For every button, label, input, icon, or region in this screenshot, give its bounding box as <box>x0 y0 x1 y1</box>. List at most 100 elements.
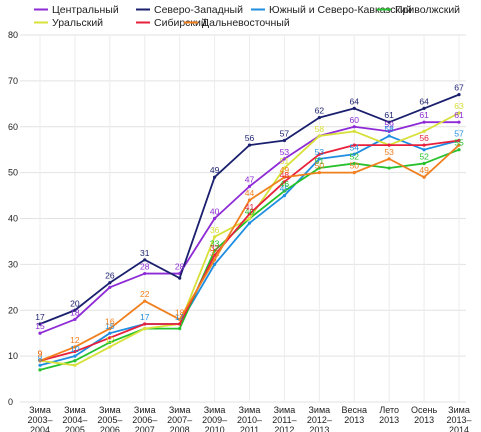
data-point <box>108 340 112 344</box>
x-tick-label: Зима 2013– 2014 <box>446 405 471 432</box>
data-point <box>387 157 391 161</box>
legend-item: Северо-Западный <box>136 4 243 16</box>
data-point <box>247 221 252 225</box>
data-point <box>38 359 42 363</box>
data-point <box>457 143 461 147</box>
data-point <box>73 349 77 354</box>
y-tick-label: 0 <box>8 397 13 407</box>
data-point <box>317 115 321 120</box>
data-label: 17 <box>35 312 45 322</box>
data-point <box>178 276 182 280</box>
legend-item: Сибирский <box>136 17 207 29</box>
data-label: 9 <box>38 349 43 359</box>
data-point <box>352 152 356 156</box>
y-tick-label: 40 <box>8 214 18 224</box>
data-point <box>422 175 426 179</box>
data-label: 57 <box>280 129 290 139</box>
data-point <box>317 157 321 161</box>
data-point <box>422 148 426 152</box>
data-point <box>282 175 287 179</box>
x-tick-label: Лето 2013 <box>379 405 399 425</box>
y-tick-label: 10 <box>8 351 18 361</box>
data-point <box>422 120 426 124</box>
data-point <box>422 161 426 166</box>
legend-label: Центральный <box>52 4 119 16</box>
data-point <box>247 216 252 221</box>
y-tick-label: 60 <box>8 122 18 132</box>
x-tick-label: Зима 2009– 2010 <box>202 405 227 432</box>
data-label: 36 <box>210 225 220 235</box>
data-label: 61 <box>419 110 429 120</box>
y-tick-label: 30 <box>8 259 18 269</box>
x-tick-label: Весна 2013 <box>342 405 367 425</box>
data-label: 60 <box>350 115 360 125</box>
data-point <box>73 317 77 322</box>
data-point <box>108 336 112 340</box>
data-label: 54 <box>350 142 360 152</box>
data-label: 18 <box>70 307 80 317</box>
data-point <box>317 134 321 138</box>
data-point <box>282 180 287 184</box>
x-tick-label: Зима 2005– 2006 <box>97 405 122 432</box>
x-tick-label: Зима 2010– 2011 <box>237 405 262 432</box>
data-label: 48 <box>280 170 290 180</box>
data-label: 8 <box>38 353 43 363</box>
data-label: 31 <box>210 248 220 258</box>
data-point <box>457 148 461 152</box>
data-point <box>73 363 77 367</box>
data-point <box>317 152 321 156</box>
data-point <box>73 359 77 363</box>
data-point <box>108 327 112 331</box>
legend-label: Уральский <box>52 17 103 29</box>
data-point <box>352 129 356 133</box>
data-point <box>178 327 182 331</box>
data-label: 67 <box>454 83 464 93</box>
data-point <box>108 331 112 335</box>
data-point <box>178 322 182 326</box>
y-tick-label: 70 <box>8 76 18 86</box>
legend-label: Приволжский <box>395 4 460 16</box>
data-label: 63 <box>454 101 464 111</box>
legend-label: Южный и Северо-Кавказский <box>269 4 412 16</box>
data-label: 12 <box>70 335 80 345</box>
data-point <box>212 175 217 179</box>
data-label: 20 <box>70 298 80 308</box>
data-label: 26 <box>105 271 115 281</box>
data-label: 61 <box>454 110 464 120</box>
data-point <box>282 189 287 193</box>
data-label: 58 <box>384 124 394 134</box>
data-label: 62 <box>315 106 325 116</box>
data-point <box>457 138 461 143</box>
data-point <box>352 143 356 147</box>
data-point <box>387 120 391 124</box>
data-point <box>38 363 42 367</box>
data-point <box>457 111 461 115</box>
data-point <box>422 129 426 133</box>
data-label: 58 <box>315 124 325 134</box>
data-label: 57 <box>454 129 464 139</box>
data-point <box>422 143 426 147</box>
y-tick-label: 20 <box>8 305 18 315</box>
data-point <box>282 157 287 161</box>
data-point <box>143 258 147 262</box>
data-point <box>212 258 217 262</box>
data-label: 28 <box>175 262 185 272</box>
data-label: 31 <box>140 248 150 258</box>
data-point <box>247 212 252 216</box>
legend-item: Дальневосточный <box>184 17 290 29</box>
data-point <box>352 161 356 166</box>
data-label: 40 <box>245 207 255 217</box>
data-label: 10 <box>70 344 80 354</box>
legend-item: Уральский <box>34 17 103 29</box>
data-point <box>387 166 391 170</box>
legend-label: Сибирский <box>154 17 207 29</box>
series-lines <box>38 93 461 372</box>
data-point <box>212 253 217 257</box>
data-point <box>352 171 356 175</box>
data-point <box>108 281 112 285</box>
data-point <box>387 143 391 147</box>
data-label: 51 <box>280 156 290 166</box>
data-point <box>317 171 321 175</box>
data-point <box>247 198 252 202</box>
